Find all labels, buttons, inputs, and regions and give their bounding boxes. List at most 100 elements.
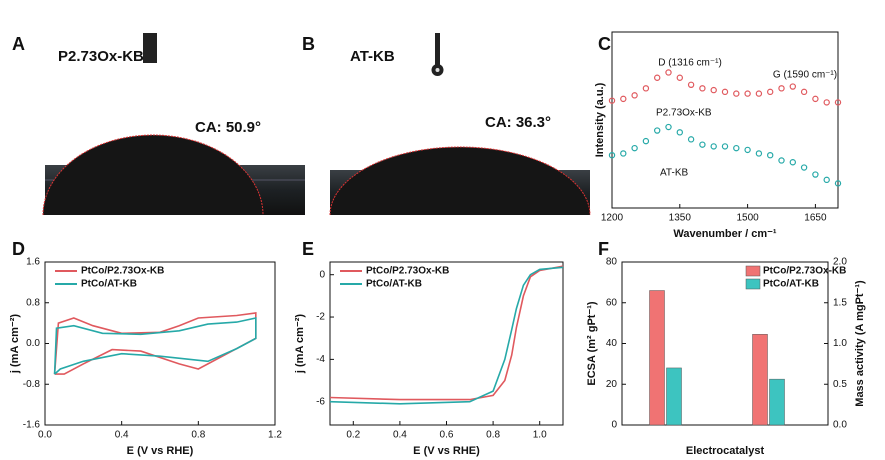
y-tick-label: -1.6 — [23, 420, 41, 431]
data-point — [767, 151, 774, 159]
data-point — [642, 137, 650, 145]
y-tick-label: -2 — [316, 312, 325, 323]
x-tick-label: 1.2 — [268, 430, 282, 441]
y-axis-label: j (mA cm⁻²) — [294, 314, 306, 375]
data-point — [733, 144, 740, 152]
y-tick-label: 20 — [606, 379, 618, 390]
data-point — [778, 85, 785, 92]
data-point — [676, 74, 684, 81]
y2-axis-label: Mass activity (A mgPt⁻¹) — [854, 280, 866, 407]
data-point — [721, 143, 729, 150]
annotation: P2.73Ox-KB — [656, 108, 712, 119]
plot-frame — [44, 261, 276, 426]
data-point — [620, 150, 627, 157]
y-tick-label: 40 — [606, 338, 618, 349]
data-point — [812, 171, 819, 178]
sample-label: AT-KB — [350, 48, 395, 65]
data-line — [53, 311, 257, 375]
data-point — [755, 150, 763, 157]
droplet — [43, 135, 263, 215]
data-point — [823, 176, 830, 184]
data-point — [800, 88, 808, 96]
photo-a — [42, 30, 305, 216]
x-tick-label: 0.2 — [346, 430, 360, 441]
y-tick-label: 80 — [606, 257, 618, 268]
data-point — [800, 164, 808, 171]
data-point — [676, 129, 684, 136]
panel-letter: E — [302, 239, 314, 259]
y-axis-label: Intensity (a.u.) — [594, 82, 606, 157]
bar — [769, 378, 785, 426]
needle — [143, 33, 157, 63]
needle — [435, 33, 440, 65]
droplet-fit — [42, 134, 264, 216]
x-tick-label: 0.4 — [115, 430, 129, 441]
droplet-fit — [329, 146, 591, 216]
data-point — [654, 127, 661, 134]
bar — [649, 290, 665, 426]
data-line — [329, 265, 564, 401]
x-tick-label: 1.0 — [533, 430, 547, 441]
contact-angle: CA: 50.9° — [195, 119, 261, 136]
legend-swatch — [745, 265, 761, 277]
y-tick-label: 0 — [611, 420, 617, 431]
x-axis-label: E (V vs RHE) — [127, 445, 194, 457]
y-axis-label: ECSA (m² gPt⁻¹) — [586, 301, 598, 386]
photo-b — [329, 30, 591, 216]
data-point — [620, 95, 627, 103]
x-tick-label: 0.0 — [38, 430, 52, 441]
plot-frame — [329, 261, 564, 426]
data-point — [789, 83, 797, 90]
data-point — [665, 123, 672, 131]
y-tick-label: 0.8 — [26, 297, 40, 308]
data-point — [665, 69, 672, 76]
needle-drop-hl — [435, 68, 440, 72]
data-point — [834, 99, 842, 106]
data-point — [608, 151, 616, 159]
data-point — [699, 85, 706, 92]
y2-tick-label: 0.5 — [833, 379, 847, 390]
y-tick-label: 1.6 — [26, 257, 40, 268]
legend-label: PtCo/P2.73Ox-KB — [763, 266, 846, 277]
contact-angle: CA: 36.3° — [485, 114, 551, 131]
x-tick-label: 1650 — [804, 213, 827, 224]
plot-frame — [611, 31, 839, 209]
y-tick-label: 0 — [319, 269, 325, 280]
x-tick-label: 0.8 — [191, 430, 205, 441]
y-tick-label: 0.0 — [26, 338, 40, 349]
y-tick-label: -6 — [316, 396, 325, 407]
data-point — [823, 99, 830, 106]
data-line — [329, 266, 564, 405]
panel-letter: A — [12, 34, 25, 54]
x-tick-label: 0.4 — [393, 430, 407, 441]
annotation: D (1316 cm⁻¹) — [658, 58, 722, 69]
x-axis-label: Wavenumber / cm⁻¹ — [673, 228, 777, 240]
x-tick-label: 0.6 — [440, 430, 454, 441]
y2-tick-label: 2.0 — [833, 257, 847, 268]
legend-label: PtCo/P2.73Ox-KB — [366, 266, 449, 277]
y2-tick-label: 1.5 — [833, 297, 847, 308]
y-tick-label: -0.8 — [23, 379, 41, 390]
y-tick-label: -4 — [316, 354, 325, 365]
x-tick-label: 1350 — [669, 213, 692, 224]
data-point — [755, 90, 763, 97]
data-point — [733, 90, 740, 97]
data-point — [710, 143, 717, 150]
y-tick-label: 60 — [606, 297, 618, 308]
x-tick-label: 1200 — [601, 213, 624, 224]
data-point — [687, 81, 695, 89]
legend-label: PtCo/AT-KB — [366, 279, 422, 290]
droplet — [330, 147, 590, 215]
panel-letter: C — [598, 34, 611, 54]
x-axis-label: E (V vs RHE) — [413, 445, 480, 457]
data-point — [687, 136, 695, 143]
y2-tick-label: 1.0 — [833, 338, 847, 349]
bar — [666, 367, 682, 426]
annotation: AT-KB — [660, 168, 688, 179]
legend-label: PtCo/AT-KB — [763, 279, 819, 290]
data-point — [631, 144, 638, 152]
data-point — [654, 74, 661, 81]
data-point — [812, 95, 819, 103]
x-axis-label: Electrocatalyst — [686, 445, 765, 457]
